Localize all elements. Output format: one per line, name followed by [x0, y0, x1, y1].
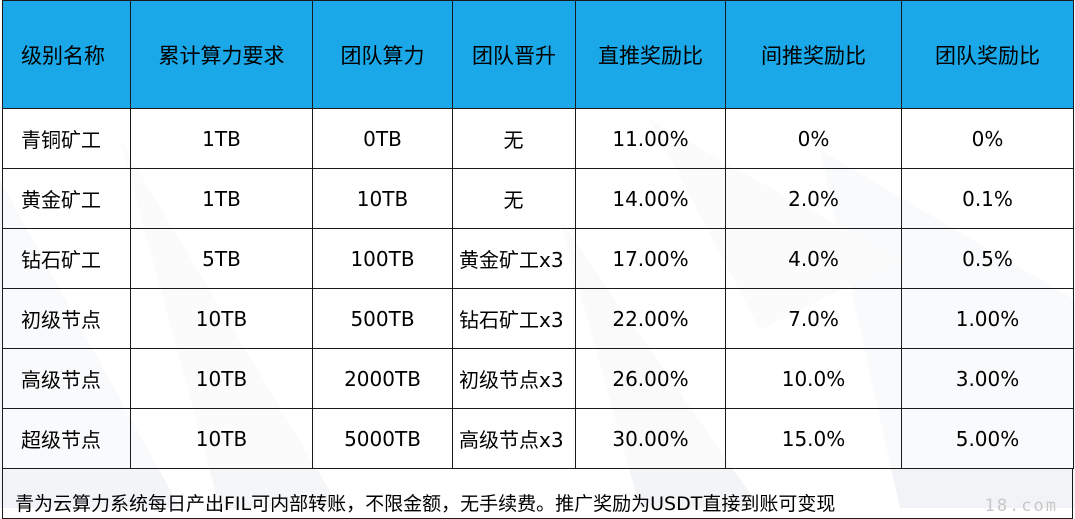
- cell-direct-reward: 14.00%: [575, 168, 726, 229]
- cell-team-promotion: 钻石矿工x3: [452, 288, 576, 349]
- cell-indirect-reward: 0%: [725, 108, 902, 169]
- table-row: 黄金矿工 1TB 10TB 无 14.00% 2.0% 0.1%: [2, 168, 1074, 229]
- cell-direct-reward: 30.00%: [575, 408, 726, 469]
- cell-team-promotion: 黄金矿工x3: [452, 228, 576, 289]
- cell-level-name: 高级节点: [2, 348, 131, 409]
- cell-direct-reward: 22.00%: [575, 288, 726, 349]
- cell-cumulative-power: 1TB: [130, 108, 313, 169]
- cell-team-reward: 0%: [901, 108, 1074, 169]
- cell-indirect-reward: 7.0%: [725, 288, 902, 349]
- column-header-cumulative-power: 累计算力要求: [130, 0, 313, 109]
- cell-cumulative-power: 5TB: [130, 228, 313, 289]
- column-header-indirect-reward: 间推奖励比: [725, 0, 902, 109]
- cell-direct-reward: 26.00%: [575, 348, 726, 409]
- cell-level-name: 青铜矿工: [2, 108, 131, 169]
- cell-indirect-reward: 2.0%: [725, 168, 902, 229]
- column-header-level-name: 级别名称: [2, 0, 131, 109]
- table-row: 钻石矿工 5TB 100TB 黄金矿工x3 17.00% 4.0% 0.5%: [2, 228, 1074, 289]
- cell-team-power: 2000TB: [312, 348, 453, 409]
- column-header-team-promotion: 团队晋升: [452, 0, 576, 109]
- level-table: 级别名称 累计算力要求 团队算力 团队晋升 直推奖励比 间推奖励比 团队奖励比 …: [2, 0, 1074, 469]
- cell-level-name: 钻石矿工: [2, 228, 131, 289]
- cell-level-name: 黄金矿工: [2, 168, 131, 229]
- cell-cumulative-power: 10TB: [130, 288, 313, 349]
- cell-indirect-reward: 10.0%: [725, 348, 902, 409]
- column-header-team-reward: 团队奖励比: [901, 0, 1074, 109]
- cell-team-power: 500TB: [312, 288, 453, 349]
- cell-team-promotion: 无: [452, 168, 576, 229]
- cell-team-reward: 0.1%: [901, 168, 1074, 229]
- cell-team-reward: 1.00%: [901, 288, 1074, 349]
- cell-cumulative-power: 1TB: [130, 168, 313, 229]
- cell-team-reward: 0.5%: [901, 228, 1074, 289]
- table-row: 超级节点 10TB 5000TB 高级节点x3 30.00% 15.0% 5.0…: [2, 408, 1074, 469]
- table-row: 初级节点 10TB 500TB 钻石矿工x3 22.00% 7.0% 1.00%: [2, 288, 1074, 349]
- cell-team-promotion: 高级节点x3: [452, 408, 576, 469]
- cell-team-power: 10TB: [312, 168, 453, 229]
- cell-indirect-reward: 4.0%: [725, 228, 902, 289]
- cell-team-power: 100TB: [312, 228, 453, 289]
- cell-team-promotion: 无: [452, 108, 576, 169]
- column-header-direct-reward: 直推奖励比: [575, 0, 726, 109]
- cell-team-reward: 3.00%: [901, 348, 1074, 409]
- cell-cumulative-power: 10TB: [130, 408, 313, 469]
- table-header-row: 级别名称 累计算力要求 团队算力 团队晋升 直推奖励比 间推奖励比 团队奖励比: [2, 0, 1074, 109]
- cell-team-power: 0TB: [312, 108, 453, 169]
- cell-level-name: 初级节点: [2, 288, 131, 349]
- cell-level-name: 超级节点: [2, 408, 131, 469]
- column-header-team-power: 团队算力: [312, 0, 453, 109]
- cell-team-promotion: 初级节点x3: [452, 348, 576, 409]
- cell-direct-reward: 11.00%: [575, 108, 726, 169]
- table-row: 高级节点 10TB 2000TB 初级节点x3 26.00% 10.0% 3.0…: [2, 348, 1074, 409]
- cell-team-power: 5000TB: [312, 408, 453, 469]
- cell-direct-reward: 17.00%: [575, 228, 726, 289]
- cell-team-reward: 5.00%: [901, 408, 1074, 469]
- cell-indirect-reward: 15.0%: [725, 408, 902, 469]
- watermark-text: 18.com: [984, 496, 1058, 516]
- footnote-text: 青为云算力系统每日产出FIL可内部转账，不限金额，无手续费。推广奖励为USDT直…: [15, 493, 836, 515]
- table-row: 青铜矿工 1TB 0TB 无 11.00% 0% 0%: [2, 108, 1074, 169]
- footnote: 青为云算力系统每日产出FIL可内部转账，不限金额，无手续费。推广奖励为USDT直…: [2, 469, 1073, 519]
- cell-cumulative-power: 10TB: [130, 348, 313, 409]
